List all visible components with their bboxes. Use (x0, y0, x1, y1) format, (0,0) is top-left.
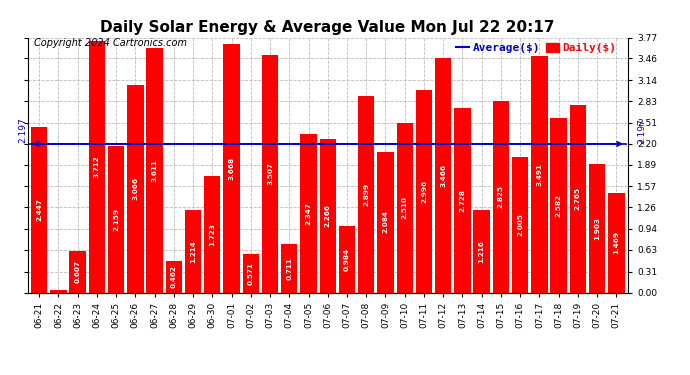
Text: 3.668: 3.668 (228, 157, 235, 180)
Bar (243, 254, 259, 292)
Text: 2.266: 2.266 (325, 204, 331, 227)
Bar (262, 55, 278, 292)
Text: 3.466: 3.466 (440, 164, 446, 187)
Bar (397, 123, 413, 292)
Bar (339, 226, 355, 292)
Text: 2.510: 2.510 (402, 196, 408, 219)
Bar (531, 56, 548, 292)
Text: 0.462: 0.462 (171, 266, 177, 288)
Text: 2.005: 2.005 (517, 213, 523, 236)
Bar (416, 90, 432, 292)
Text: 2.197: 2.197 (19, 117, 28, 142)
Bar (89, 41, 105, 292)
Text: 2.728: 2.728 (460, 189, 466, 211)
Bar (108, 147, 124, 292)
Bar (281, 244, 297, 292)
Text: 1.216: 1.216 (479, 240, 484, 263)
Text: 2.765: 2.765 (575, 188, 581, 210)
Bar (358, 96, 375, 292)
Bar (319, 139, 336, 292)
Text: 3.611: 3.611 (152, 159, 157, 182)
Title: Daily Solar Energy & Average Value Mon Jul 22 20:17: Daily Solar Energy & Average Value Mon J… (101, 20, 555, 35)
Bar (166, 261, 182, 292)
Bar (50, 290, 66, 292)
Text: 2.825: 2.825 (498, 186, 504, 209)
Bar (551, 118, 566, 292)
Text: 2.582: 2.582 (555, 194, 562, 217)
Bar (146, 48, 163, 292)
Legend: Average($), Daily($): Average($), Daily($) (456, 43, 616, 53)
Text: 1.723: 1.723 (209, 223, 215, 246)
Text: 3.491: 3.491 (536, 163, 542, 186)
Bar (454, 108, 471, 292)
Bar (608, 193, 624, 292)
Bar (377, 152, 394, 292)
Text: 3.066: 3.066 (132, 177, 139, 200)
Text: 3.507: 3.507 (267, 162, 273, 185)
Text: 2.159: 2.159 (113, 208, 119, 231)
Bar (512, 157, 529, 292)
Text: Copyright 2024 Cartronics.com: Copyright 2024 Cartronics.com (34, 38, 186, 48)
Bar (224, 44, 239, 292)
Text: 2.996: 2.996 (421, 180, 427, 203)
Bar (493, 101, 509, 292)
Bar (204, 176, 221, 292)
Bar (70, 252, 86, 292)
Text: 0.984: 0.984 (344, 248, 350, 271)
Text: 1.903: 1.903 (594, 217, 600, 240)
Text: 0.711: 0.711 (286, 257, 293, 280)
Text: 3.712: 3.712 (94, 156, 100, 178)
Text: 0.607: 0.607 (75, 261, 81, 284)
Text: 2.347: 2.347 (306, 202, 311, 225)
Text: 2.899: 2.899 (363, 183, 369, 206)
Text: 2.447: 2.447 (36, 198, 42, 221)
Text: 0.571: 0.571 (248, 262, 254, 285)
Bar (435, 58, 451, 292)
Text: 2.197: 2.197 (637, 118, 646, 144)
Bar (31, 127, 48, 292)
Bar (570, 105, 586, 292)
Bar (473, 210, 490, 292)
Bar (127, 85, 144, 292)
Text: 2.084: 2.084 (382, 211, 388, 234)
Text: 1.214: 1.214 (190, 240, 196, 263)
Bar (185, 210, 201, 292)
Text: 1.469: 1.469 (613, 231, 620, 254)
Bar (300, 134, 317, 292)
Bar (589, 164, 605, 292)
